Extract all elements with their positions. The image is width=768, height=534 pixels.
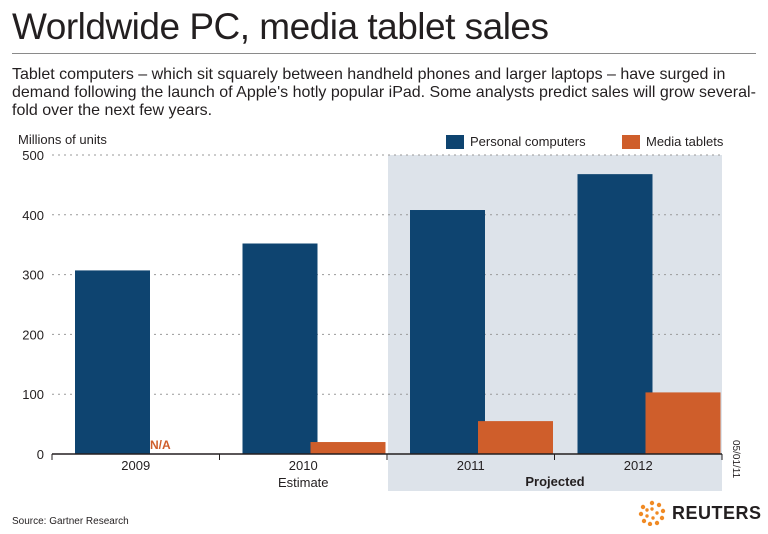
bar-pc-2011	[410, 210, 485, 454]
x-tick-label-2010: 2010	[289, 458, 318, 473]
projected-label: Projected	[525, 474, 584, 489]
title-divider	[12, 53, 756, 54]
date-stamp: 05/01/11	[730, 440, 741, 479]
legend-label-tablet: Media tablets	[646, 134, 724, 149]
bar-tablet-2011	[478, 421, 553, 454]
y-tick-label: 100	[22, 387, 44, 402]
y-tick-label: 400	[22, 208, 44, 223]
legend-swatch-tablet	[622, 134, 640, 149]
bar-pc-2009	[75, 270, 150, 454]
category-note-2010: Estimate	[278, 475, 329, 490]
x-tick-label-2009: 2009	[121, 458, 150, 473]
y-tick-label: 0	[37, 447, 44, 462]
bar-pc-2012	[577, 174, 653, 455]
x-tick-label-2012: 2012	[624, 458, 653, 473]
reuters-logo: REUTERS	[638, 500, 762, 526]
y-tick-label: 200	[22, 327, 44, 342]
brand-name: REUTERS	[672, 502, 762, 523]
source-note: Source: Gartner Research	[12, 516, 129, 527]
legend-item-pc: Personal computers	[446, 134, 586, 149]
y-axis-label: Millions of units	[18, 132, 107, 147]
legend-item-tablet: Media tablets	[622, 134, 723, 149]
bar-tablet-2012	[645, 392, 721, 454]
y-tick-label: 500	[22, 148, 44, 163]
bar-tablet-2010	[310, 442, 386, 454]
bar-pc-2010	[242, 243, 318, 454]
legend-label-pc: Personal computers	[470, 134, 586, 149]
chart-title: Worldwide PC, media tablet sales	[12, 6, 549, 47]
reuters-dots-icon	[638, 500, 666, 526]
x-tick-label-2011: 2011	[457, 458, 485, 473]
chart-subtitle: Tablet computers – which sit squarely be…	[12, 66, 756, 119]
y-tick-label: 300	[22, 268, 44, 283]
na-label-2009: N/A	[150, 438, 171, 452]
legend-swatch-pc	[446, 134, 464, 149]
